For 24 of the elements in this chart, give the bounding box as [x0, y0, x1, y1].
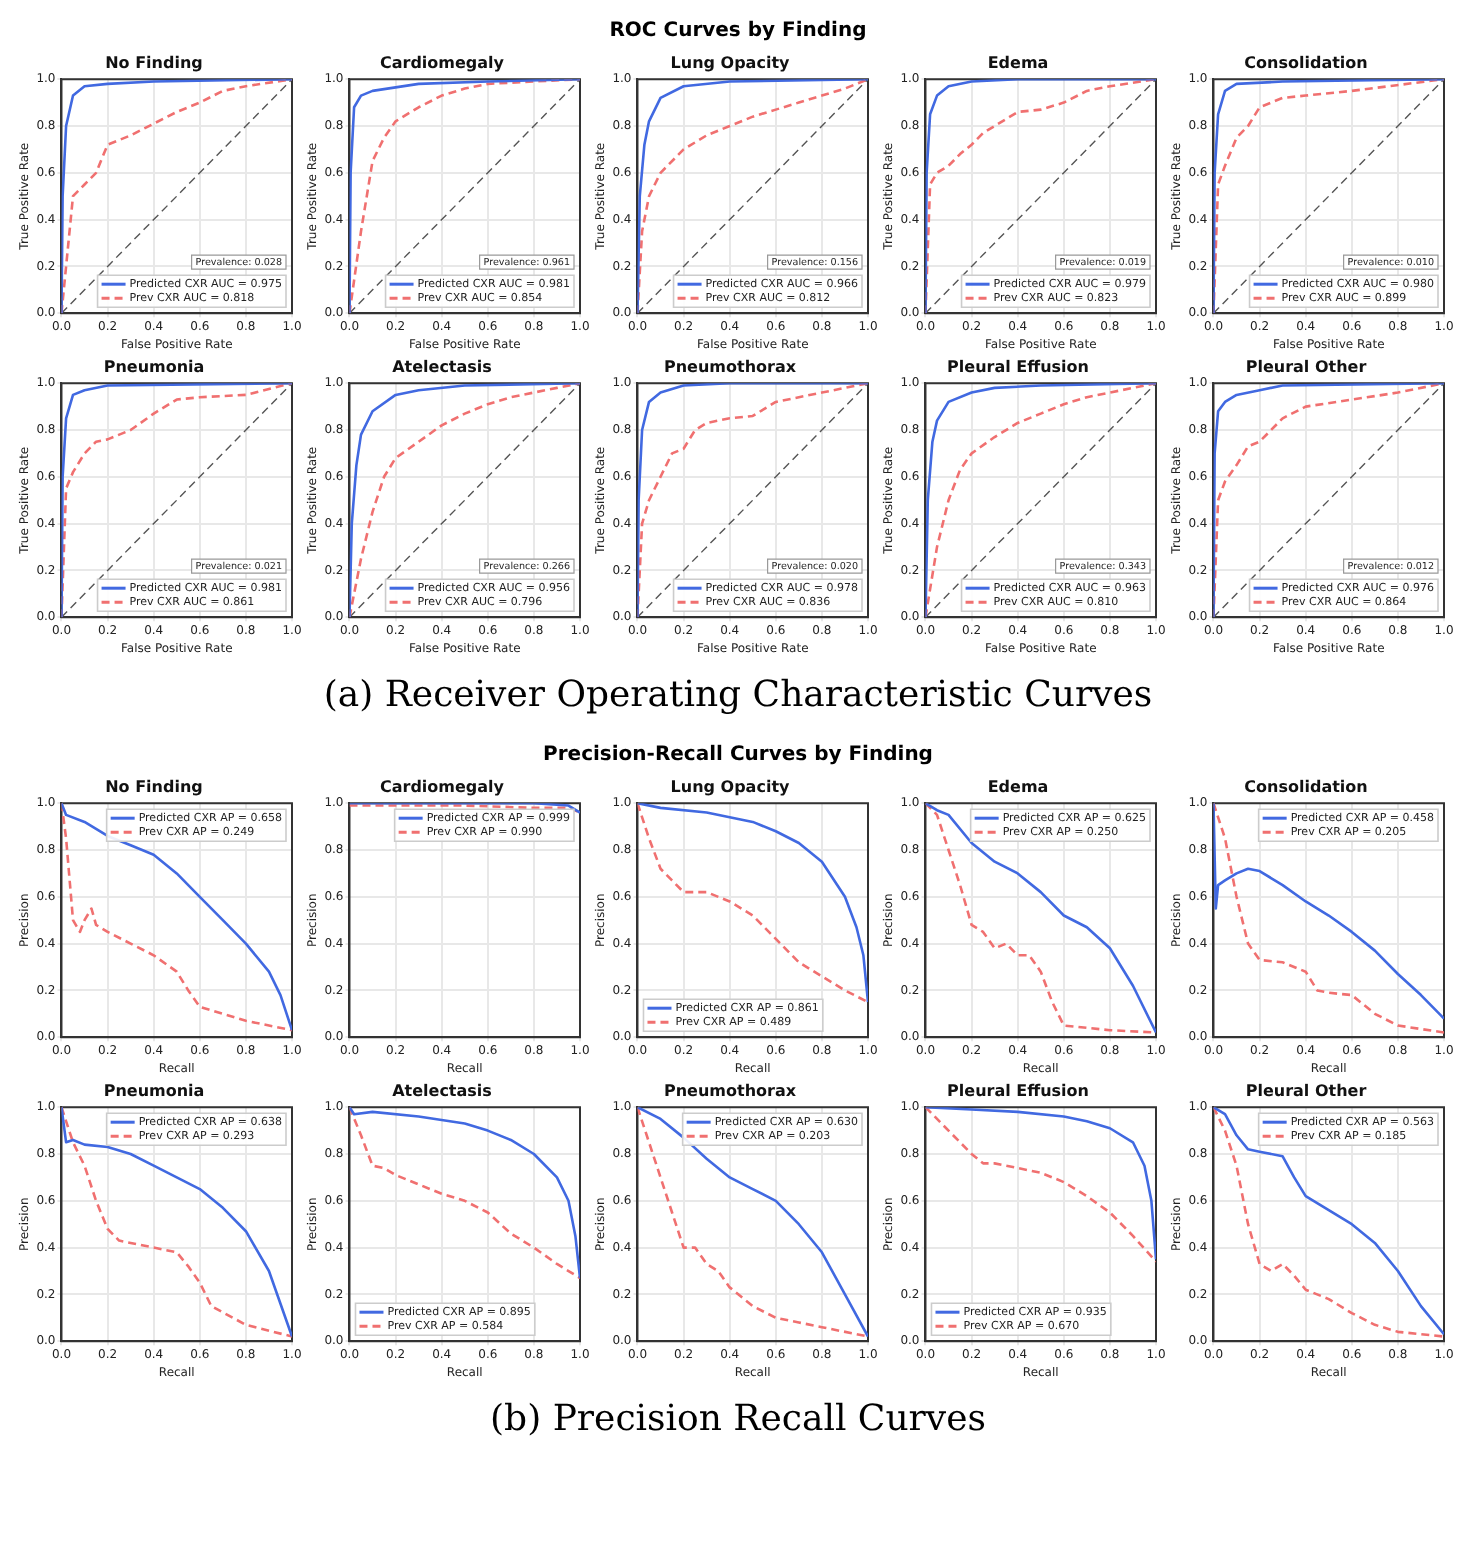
chart-title: Pleural Effusion — [947, 357, 1090, 376]
chart-title: Pneumothorax — [663, 1081, 798, 1100]
chart-title: Consolidation — [1244, 53, 1369, 72]
chart-title: Pleural Effusion — [947, 1081, 1090, 1100]
chart-title: Atelectasis — [392, 1081, 493, 1100]
chart-title: Lung Opacity — [670, 53, 792, 72]
text: (a) Receiver Operating Characteristic Curves — [321, 672, 1155, 720]
chart-title: Atelectasis — [392, 357, 493, 376]
chart-title: No Finding — [105, 53, 204, 72]
text: Precision-Recall Curves by Finding — [541, 742, 935, 770]
chart-title: No Finding — [105, 777, 204, 796]
chart-title: Lung Opacity — [670, 777, 792, 796]
chart-title: Pleural Other — [1245, 357, 1367, 376]
chart-title: Edema — [987, 53, 1049, 72]
text: ROC Curves by Finding — [607, 18, 869, 46]
chart-title: Cardiomegaly — [379, 53, 506, 72]
chart-title: Consolidation — [1244, 777, 1369, 796]
chart-title: Pneumothorax — [663, 357, 798, 376]
chart-title: Pneumonia — [103, 357, 205, 376]
text: (b) Precision Recall Curves — [488, 1396, 988, 1444]
chart-title: Cardiomegaly — [379, 777, 506, 796]
chart-title: Pneumonia — [103, 1081, 205, 1100]
chart-title: Pleural Other — [1245, 1081, 1367, 1100]
chart-title: Edema — [987, 777, 1049, 796]
